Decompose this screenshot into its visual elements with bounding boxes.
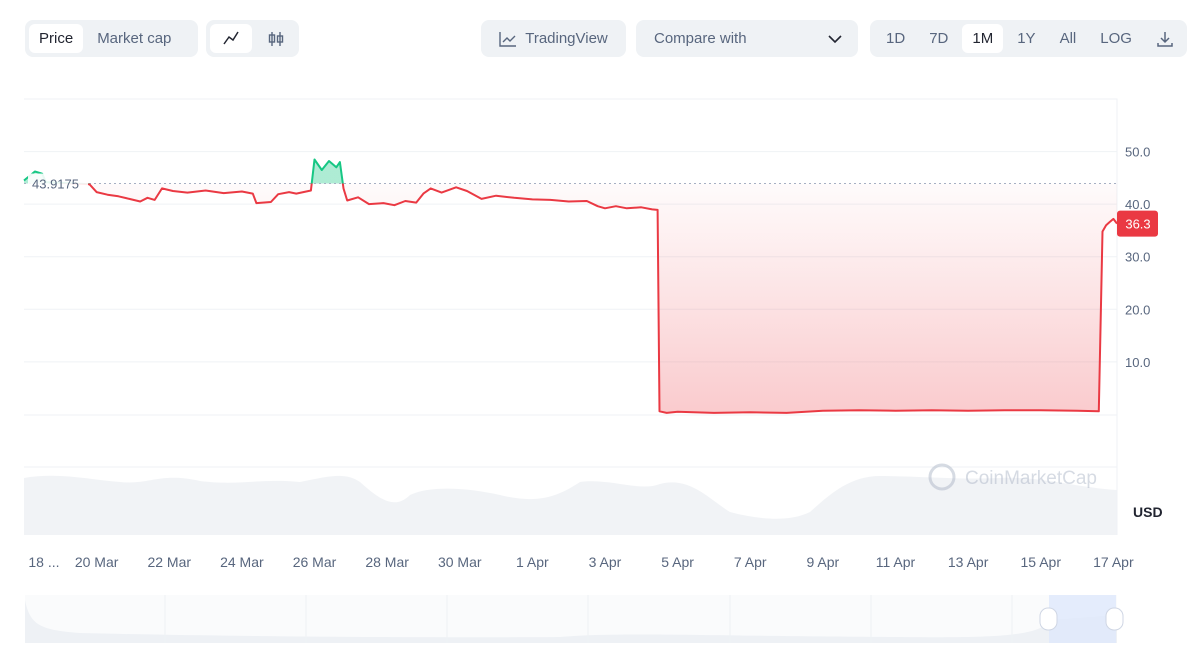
currency-label: USD xyxy=(1133,504,1163,520)
navigator-handle[interactable] xyxy=(1039,607,1058,631)
view-tabs: Price Market cap xyxy=(25,20,198,57)
tv-icon xyxy=(499,31,517,47)
y-tick-label: 40.0 xyxy=(1125,197,1150,212)
y-tick-label: 30.0 xyxy=(1125,250,1150,265)
download-icon xyxy=(1157,32,1173,47)
x-tick-label: 1 Apr xyxy=(516,554,549,570)
range-1m[interactable]: 1M xyxy=(962,24,1004,53)
watermark: CoinMarketCap xyxy=(928,463,1097,491)
x-tick-label: 15 Apr xyxy=(1021,554,1062,570)
chevron xyxy=(828,34,842,43)
navigator-area xyxy=(25,600,1117,643)
chart-style xyxy=(206,20,299,57)
x-tick-label: 17 Apr xyxy=(1093,554,1134,570)
compare-dropdown[interactable]: Compare with xyxy=(636,20,858,57)
x-tick-label: 20 Mar xyxy=(75,554,119,570)
reference-label-bg xyxy=(28,173,88,194)
y-tick-label: 50.0 xyxy=(1125,145,1150,160)
tab-market-cap[interactable]: Market cap xyxy=(97,30,172,47)
tradingview-label: TradingView xyxy=(525,30,608,47)
line-style-button[interactable] xyxy=(210,24,252,53)
tab-price[interactable]: Price xyxy=(29,24,84,53)
log-toggle[interactable]: LOG xyxy=(1100,30,1132,47)
plot-frame xyxy=(24,98,1118,535)
last-price-badge xyxy=(1117,210,1158,237)
watermark-text: CoinMarketCap xyxy=(965,468,1097,489)
x-tick-label: 3 Apr xyxy=(589,554,622,570)
candle-style-button[interactable] xyxy=(256,24,298,53)
watermark-logo xyxy=(928,463,956,491)
x-tick-label: 26 Mar xyxy=(293,554,337,570)
tradingview-button[interactable]: TradingView xyxy=(481,20,626,57)
x-tick-label: 5 Apr xyxy=(661,554,694,570)
range-1y[interactable]: 1Y xyxy=(1017,30,1036,47)
y-tick-label: 20.0 xyxy=(1125,302,1150,317)
compare-label: Compare with xyxy=(654,30,747,47)
range-1d[interactable]: 1D xyxy=(886,30,906,47)
x-tick-label: 11 Apr xyxy=(876,554,916,570)
line-icon xyxy=(223,31,239,45)
volume-area xyxy=(24,475,1117,535)
price-line xyxy=(23,158,1118,414)
x-tick-label: 28 Mar xyxy=(365,554,409,570)
navigator-grid xyxy=(164,595,1013,643)
navigator-handle[interactable] xyxy=(1105,607,1124,631)
navigator xyxy=(25,595,1117,643)
x-tick-label: 24 Mar xyxy=(220,554,264,570)
x-tick-label: 9 Apr xyxy=(807,554,840,570)
price-area xyxy=(24,159,1117,413)
x-tick-label: 18 ... xyxy=(28,554,59,570)
x-tick-label: 13 Apr xyxy=(948,554,989,570)
download-button[interactable] xyxy=(1146,24,1184,53)
y-tick-label: 10.0 xyxy=(1125,355,1150,370)
range-all[interactable]: All xyxy=(1059,30,1077,47)
x-tick-label: 7 Apr xyxy=(734,554,767,570)
range-tabs: 1D 7D 1M 1Y All LOG xyxy=(870,20,1187,57)
range-7d[interactable]: 7D xyxy=(929,30,949,47)
navigator-selection xyxy=(1049,595,1116,643)
x-tick-label: 30 Mar xyxy=(438,554,482,570)
x-tick-label: 22 Mar xyxy=(147,554,191,570)
candle-icon xyxy=(268,32,284,46)
last-price-label: 36.3 xyxy=(1125,217,1150,232)
reference-label: 43.9175 xyxy=(32,177,79,192)
